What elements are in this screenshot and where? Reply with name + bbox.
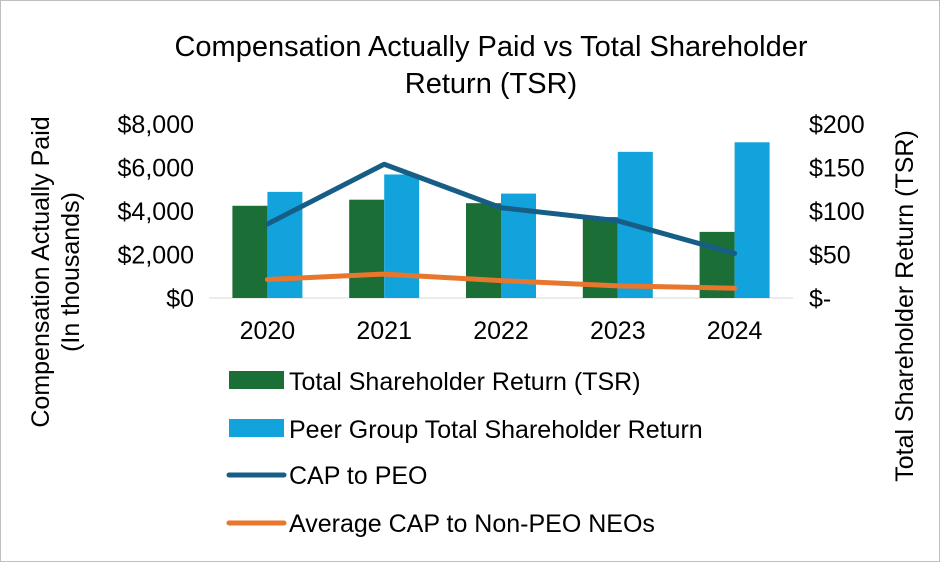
- x-tick-label: 2022: [473, 317, 529, 345]
- y2-axis-title: Total Shareholder Return (TSR): [891, 130, 919, 482]
- legend-label: Average CAP to Non-PEO NEOs: [289, 510, 655, 538]
- bar-peer-tsr-2024: [734, 142, 770, 298]
- legend-label: Peer Group Total Shareholder Return: [289, 416, 703, 444]
- bar-tsr-2022: [466, 203, 501, 298]
- bar-peer-tsr-2021: [384, 174, 420, 298]
- y-tick-label: $6,000: [118, 155, 194, 183]
- legend-label: CAP to PEO: [289, 462, 428, 490]
- legend-swatch-peer-tsr: [229, 419, 284, 437]
- y2-tick-label: $200: [809, 111, 865, 139]
- bar-tsr-2021: [349, 199, 385, 298]
- lines-group: [264, 161, 738, 291]
- y-tick-label: $2,000: [118, 242, 194, 270]
- y-tick-label: $8,000: [118, 111, 194, 139]
- x-tick-label: 2024: [707, 317, 763, 345]
- x-tick-label: 2023: [590, 317, 646, 345]
- bar-tsr-2020: [232, 205, 268, 298]
- line-avg-cap-non-peo: [264, 271, 738, 291]
- bars-group: [232, 142, 770, 298]
- legend-swatch-tsr: [229, 371, 284, 389]
- y-axis-title-line1: Compensation Actually Paid: [27, 116, 55, 427]
- y2-tick-label: $-: [809, 285, 831, 313]
- y2-tick-label: $50: [809, 242, 851, 270]
- y-tick-label: $0: [166, 285, 194, 313]
- y2-tick-label: $150: [809, 155, 865, 183]
- chart-title-line2: Return (TSR): [405, 68, 577, 100]
- axes-group: $0 $2,000 $4,000 $6,000 $8,000 $- $50 $100 $150 $…: [118, 111, 865, 345]
- legend-label: Total Shareholder Return (TSR): [289, 368, 641, 396]
- y-axis-title-line2: (In thousands): [57, 192, 85, 352]
- legend: Total Shareholder Return (TSR) Peer Group…: [226, 368, 703, 538]
- x-tick-label: 2021: [356, 317, 412, 345]
- line-cap-to-peo: [264, 161, 738, 256]
- x-tick-label: 2020: [240, 317, 296, 345]
- y2-tick-label: $100: [809, 198, 865, 226]
- y-tick-label: $4,000: [118, 198, 194, 226]
- chart-title-line1: Compensation Actually Paid vs Total Shar…: [174, 31, 807, 63]
